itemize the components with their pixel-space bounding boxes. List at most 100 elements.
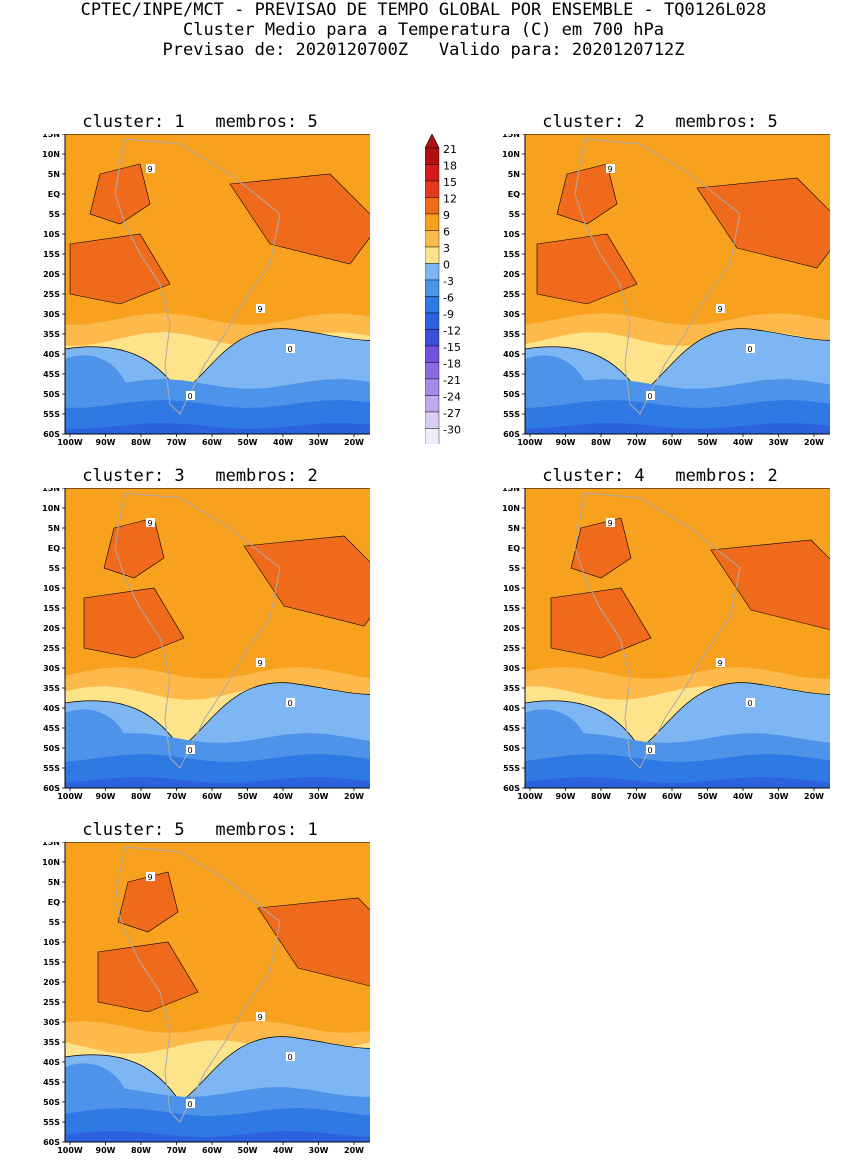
contour-label: 9 [606,518,615,528]
y-tick-label: 55S [503,410,520,419]
header-subtitle: Cluster Medio para a Temperatura (C) em … [182,20,665,40]
colorbar-swatch [424,180,440,198]
map-panel-cluster-5: cluster: 5 membros: 1 9 9 0 0 15N 10N 5N EQ 5S 1… [30,820,370,1160]
y-tick-label: 5N [48,524,60,533]
y-tick-label: 40S [43,704,60,713]
contour-label: 0 [186,745,195,755]
y-tick-label: 50S [43,1098,60,1107]
svg-text:9: 9 [717,305,722,314]
temperature-map: 9 9 0 0 15N 10N 5N EQ 5S 10S 15S 20S 25S 30S 35S 40S 45… [42,488,370,801]
y-tick-label: 25S [503,644,520,653]
x-tick-label: 100W [517,438,543,447]
x-tick-label: 30W [309,1146,329,1155]
warm-region [69,233,171,305]
warm-region [710,539,830,631]
warm-region [97,941,199,1013]
y-tick-label: 20S [503,624,520,633]
svg-text:0: 0 [647,746,652,755]
map-panel-cluster-4: cluster: 4 membros: 2 9 9 0 0 15N 10N 5N EQ 5S 1… [490,466,830,806]
x-tick-label: 90W [96,792,116,801]
x-tick-label: 80W [591,438,611,447]
svg-text:0: 0 [647,392,652,401]
colorbar-label: -9 [443,308,454,321]
x-tick-label: 60W [202,792,222,801]
y-tick-label: 40S [43,350,60,359]
y-tick-label: 45S [503,370,520,379]
x-tick-label: 90W [96,438,116,447]
colorbar-label: 18 [443,160,457,173]
warm-region [536,233,638,305]
colorbar-label: -24 [443,391,461,404]
colorbar-top-arrow [424,133,440,149]
map-frame [524,488,830,789]
y-tick-label: 45S [43,1078,60,1087]
y-tick-label: 35S [43,1038,60,1047]
south-america-outline [574,492,741,769]
y-tick-label: 15N [502,488,520,493]
colorbar-swatch [424,378,440,396]
colorbar-swatch [424,296,440,314]
colorbar-swatch [424,395,440,413]
x-tick-label: 90W [556,792,576,801]
contour-label: 9 [256,304,265,314]
colorbar-swatch [424,362,440,380]
y-tick-label: 10N [42,150,60,159]
colorbar-label: 12 [443,193,457,206]
y-tick-label: 55S [43,764,60,773]
x-tick-label: 70W [627,792,647,801]
y-tick-label: 30S [503,310,520,319]
panel-title: cluster: 2 membros: 5 [542,112,778,132]
x-tick-label: 30W [309,438,329,447]
y-tick-label: 5S [509,564,521,573]
y-tick-label: 50S [43,744,60,753]
y-tick-label: EQ [508,190,520,199]
warm-region [243,535,370,627]
y-tick-label: 25S [503,290,520,299]
colorbar-label: -27 [443,407,461,420]
x-tick-label: 80W [131,792,151,801]
x-tick-label: 20W [344,792,364,801]
x-tick-label: 70W [167,1146,187,1155]
x-tick-label: 40W [733,438,753,447]
y-tick-label: EQ [48,898,60,907]
y-tick-label: 40S [43,1058,60,1067]
contour-label: 0 [286,1052,295,1062]
x-tick-label: 50W [238,792,258,801]
y-tick-label: 5N [508,170,520,179]
x-tick-label: 40W [273,1146,293,1155]
colorbar-swatch [424,411,440,429]
x-tick-label: 100W [57,1146,83,1155]
x-tick-label: 20W [804,438,824,447]
south-america-outline [114,846,281,1123]
colorbar-label: 0 [443,259,450,272]
contour-label: 0 [286,698,295,708]
x-tick-label: 60W [202,438,222,447]
figure-header: CPTEC/INPE/MCT - PREVISAO DE TEMPO GLOBA… [0,0,847,60]
y-tick-label: 20S [43,978,60,987]
y-tick-label: 10S [503,230,520,239]
y-tick-label: 15N [42,134,60,139]
y-tick-label: 55S [43,410,60,419]
warm-region [229,173,370,265]
x-tick-label: 30W [769,792,789,801]
band-m9-m6 [65,777,370,788]
panel-title: cluster: 3 membros: 2 [82,466,318,486]
warm-region [696,177,830,269]
y-tick-label: 15N [42,842,60,847]
x-tick-label: 70W [167,792,187,801]
x-tick-label: 80W [131,438,151,447]
colorbar-swatch [424,345,440,363]
contour-label: 9 [146,164,155,174]
header-title: CPTEC/INPE/MCT - PREVISAO DE TEMPO GLOBA… [80,0,767,20]
y-tick-label: 10N [502,150,520,159]
colorbar-swatch [424,312,440,330]
colorbar-label: -12 [443,325,461,338]
map-frame [524,134,830,435]
x-tick-label: 70W [627,438,647,447]
x-tick-label: 20W [804,792,824,801]
y-tick-label: EQ [48,190,60,199]
x-tick-label: 90W [556,438,576,447]
y-tick-label: 5S [49,210,61,219]
x-tick-label: 80W [591,792,611,801]
y-tick-label: 30S [43,1018,60,1027]
